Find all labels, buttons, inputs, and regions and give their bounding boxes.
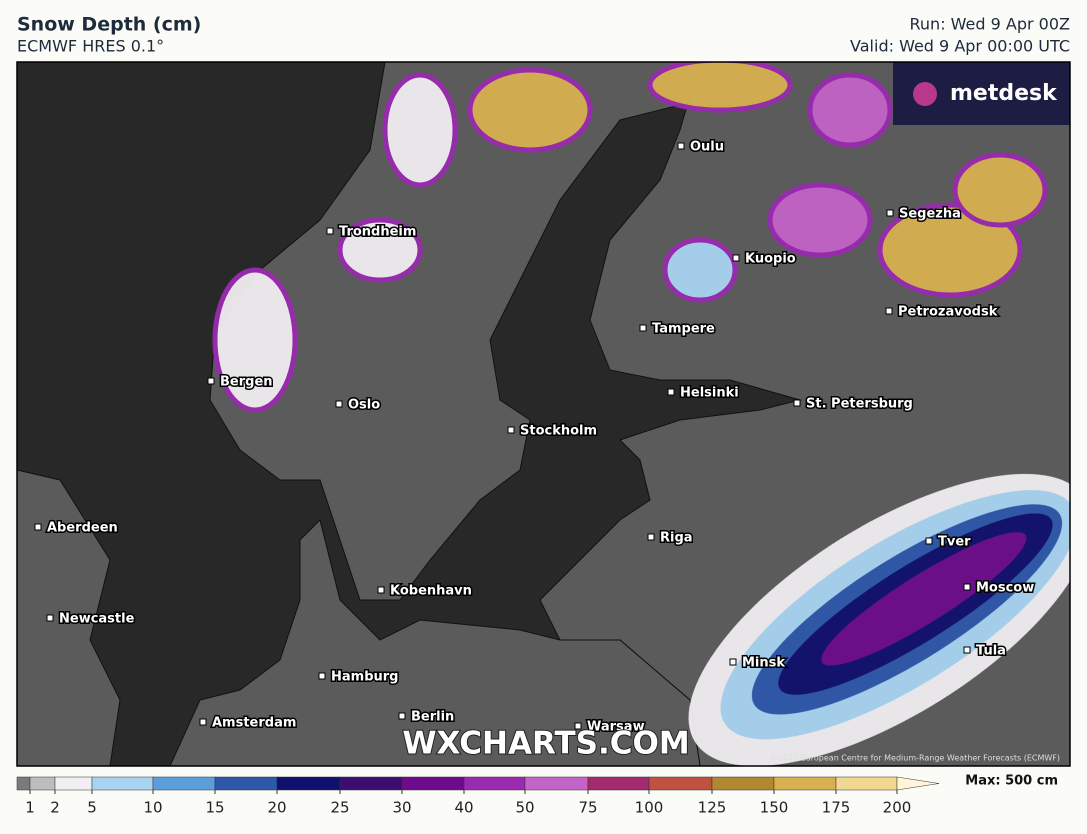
city-label: Kobenhavn — [390, 584, 472, 599]
city-marker — [925, 537, 933, 545]
colorbar-tick-label: 30 — [392, 799, 411, 817]
city-marker — [207, 377, 215, 385]
colorbar-segment — [773, 776, 837, 791]
colorbar-segment — [401, 776, 465, 791]
colorbar-segment — [835, 776, 898, 791]
city-label: Moscow — [976, 581, 1034, 596]
city-marker — [199, 718, 207, 726]
city-label: Helsinki — [680, 386, 739, 401]
city-label: Oulu — [690, 140, 724, 155]
city-label: Tula — [976, 644, 1006, 659]
city-label: Stockholm — [520, 424, 597, 439]
colorbar-segment — [711, 776, 775, 791]
city-label: Minsk — [742, 656, 785, 671]
watermark: WXCHARTS.COM — [402, 726, 689, 762]
colorbar-tick-label: 25 — [330, 799, 349, 817]
colorbar-segment — [54, 776, 93, 791]
city-label: Trondheim — [339, 225, 416, 240]
colorbar-segment — [29, 776, 56, 791]
city-marker — [377, 586, 385, 594]
city-marker — [574, 722, 582, 730]
map: metdesk Trondheim Oulu Segezha Kuopio Tamper… — [17, 62, 1070, 766]
city-marker — [335, 400, 343, 408]
city-marker — [729, 658, 737, 666]
colorbar-segment — [339, 776, 403, 791]
colorbar-segment — [463, 776, 526, 791]
colorbar-segment — [524, 776, 589, 791]
colorbar-tick-label: 10 — [143, 799, 162, 817]
colorbar-segment — [587, 776, 650, 791]
colorbar: 1 2 5 10 15 20 25 30 40 50 75 100 125 150 175 200 — [16, 776, 940, 817]
colorbar-tick-label: 20 — [267, 799, 286, 817]
city-marker — [34, 523, 42, 531]
city-marker — [793, 399, 801, 407]
copyright: ©2025 European Centre for Medium-Range W… — [770, 754, 1060, 763]
city-marker — [639, 324, 647, 332]
city-label: Oslo — [348, 398, 380, 413]
city-label: Amsterdam — [212, 716, 296, 731]
colorbar-tick-label: 2 — [50, 799, 60, 817]
city-label: Bergen — [220, 375, 273, 390]
colorbar-tick-label: 100 — [635, 799, 664, 817]
city-label: Petrozavodsk — [898, 305, 998, 320]
colorbar-tick-label: 75 — [578, 799, 597, 817]
city-marker — [647, 533, 655, 541]
colorbar-arrow — [896, 776, 940, 791]
max-label: Max: 500 cm — [965, 774, 1058, 789]
city-label: Hamburg — [331, 670, 398, 685]
colorbar-segment — [91, 776, 154, 791]
title: Snow Depth (cm) — [17, 14, 201, 36]
colorbar-segment — [16, 776, 31, 791]
colorbar-segment — [152, 776, 216, 791]
colorbar-tick-label: 175 — [822, 799, 851, 817]
city-marker — [886, 209, 894, 217]
city-label: St. Petersburg — [806, 397, 913, 412]
city-label: Newcastle — [59, 612, 135, 627]
colorbar-tick-label: 125 — [698, 799, 727, 817]
colorbar-tick-label: 5 — [87, 799, 97, 817]
colorbar-tick-label: 50 — [515, 799, 534, 817]
city-marker — [398, 712, 406, 720]
city-marker — [732, 254, 740, 262]
run-time: Run: Wed 9 Apr 00Z — [910, 15, 1071, 34]
city-marker — [318, 672, 326, 680]
city-label: Warsaw — [587, 720, 645, 735]
city-marker — [46, 614, 54, 622]
valid-time: Valid: Wed 9 Apr 00:00 UTC — [850, 37, 1070, 56]
colorbar-tick-label: 150 — [760, 799, 789, 817]
city-marker — [667, 388, 675, 396]
colorbar-tick-label: 1 — [25, 799, 35, 817]
city-marker — [963, 646, 971, 654]
city-marker — [326, 227, 334, 235]
city-label: Berlin — [411, 710, 454, 725]
colorbar-tick-label: 200 — [883, 799, 912, 817]
colorbar-tick-label: 40 — [454, 799, 473, 817]
city-label: Kuopio — [745, 252, 796, 267]
city-marker — [963, 583, 971, 591]
city-marker — [885, 307, 893, 315]
city-label: Tampere — [652, 322, 715, 337]
colorbar-segment — [214, 776, 278, 791]
logo: metdesk — [950, 81, 1058, 106]
city-marker — [677, 142, 685, 150]
colorbar-segment — [276, 776, 341, 791]
city-label: Aberdeen — [47, 521, 118, 536]
city-label: Riga — [660, 531, 693, 546]
city-label: Tver — [938, 535, 971, 550]
city-marker — [507, 426, 515, 434]
subtitle: ECMWF HRES 0.1° — [17, 37, 164, 56]
colorbar-segment — [648, 776, 713, 791]
colorbar-tick-label: 15 — [205, 799, 224, 817]
city-label: Segezha — [899, 207, 961, 222]
